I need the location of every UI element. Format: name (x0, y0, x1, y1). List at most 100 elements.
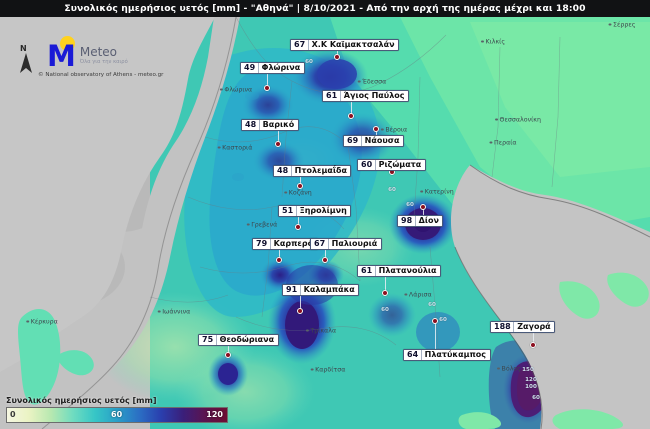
copyright-notice: © National observatory of Athens - meteo… (38, 72, 164, 78)
station-name: Δίον (418, 216, 439, 225)
station-value: 188 (491, 322, 515, 332)
station-name: Πτολεμαΐδα (294, 166, 347, 175)
station-value: 48 (242, 120, 260, 130)
station-marker-icon[interactable] (264, 85, 270, 91)
place-label: Τρίκαλα (305, 328, 336, 335)
legend-tick-min: 0 (10, 410, 16, 419)
station-value: 61 (323, 91, 341, 101)
station-name: Βαρικό (262, 120, 295, 129)
place-label-text: Σέρρες (613, 21, 636, 29)
station-marker-icon[interactable] (348, 113, 354, 119)
place-label: Κατερίνη (420, 189, 454, 196)
station-label[interactable]: 48 Πτολεμαΐδα (273, 165, 352, 177)
station-name: Ξηρολίμνη (299, 206, 347, 215)
place-label: Κιλκίς (480, 38, 506, 46)
place-dot-icon (284, 191, 287, 194)
place-label-text: Κιλκίς (485, 38, 506, 46)
station-marker-icon[interactable] (432, 318, 438, 324)
station-value: 91 (283, 285, 301, 295)
station-leader-line (435, 321, 436, 361)
station-label[interactable]: 64 Πλατύκαμπος (403, 349, 491, 361)
place-label-text: Ιωάννινα (162, 308, 191, 316)
place-label: Έδεσσα (357, 79, 386, 86)
station-marker-icon[interactable] (275, 141, 281, 147)
station-name: Νάουσα (364, 136, 400, 145)
legend: Συνολικός ημερήσιος υετός [mm] 0 60 120 (6, 396, 230, 423)
place-label-text: Λάρισα (408, 291, 432, 299)
station-marker-icon[interactable] (322, 257, 328, 263)
page-title-text: Συνολικός ημερήσιος υετός [mm] - "Αθηνά"… (64, 3, 586, 14)
page-title: Συνολικός ημερήσιος υετός [mm] - "Αθηνά"… (0, 0, 650, 17)
place-dot-icon (480, 40, 484, 43)
station-marker-icon[interactable] (295, 224, 301, 230)
station-name: Καρπερό (273, 239, 314, 248)
station-leader-line (267, 74, 268, 88)
meteo-logo[interactable]: M Meteo Όλα για την καιρό © National obs… (38, 36, 163, 78)
station-label[interactable]: 67 Παλιουριά (310, 238, 382, 250)
station-label[interactable]: 98 Δίον (397, 215, 444, 227)
place-label: Γρεβενά (246, 222, 277, 229)
station-name: Πλατύκαμπος (424, 350, 487, 359)
place-dot-icon (357, 80, 361, 83)
legend-colorbar: 0 60 120 (6, 407, 228, 423)
legend-gradient (7, 408, 227, 422)
contour-label: 60 (532, 395, 540, 401)
contour-label: 60 (388, 187, 396, 193)
station-marker-icon[interactable] (373, 126, 379, 132)
station-marker-icon[interactable] (297, 183, 303, 189)
station-label[interactable]: 91 Καλαμπάκα (282, 284, 360, 296)
station-value: 79 (253, 239, 271, 249)
place-label: Φλώρινα (219, 87, 252, 94)
place-label: Καστοριά (217, 145, 252, 152)
station-marker-icon[interactable] (382, 290, 388, 296)
place-dot-icon (497, 367, 500, 370)
station-value: 48 (274, 166, 292, 176)
station-label[interactable]: 69 Νάουσα (343, 135, 404, 147)
station-label[interactable]: 61 Πλατανούλια (357, 265, 442, 277)
station-label[interactable]: 67 Χ.Κ Καϊμακτσαλάν (290, 39, 400, 51)
station-name: Χ.Κ Καϊμακτσαλάν (311, 40, 395, 49)
station-name: Πλατανούλια (378, 266, 437, 275)
north-label: N (20, 44, 27, 53)
station-label[interactable]: 61 Άγιος Παύλος (322, 90, 410, 102)
logo-name: Meteo (79, 45, 118, 59)
place-label: Κέρκυρα (26, 319, 58, 326)
contour-label: 100 (525, 384, 537, 390)
precipitation-map[interactable]: N M Meteo Όλα για την καιρό © National o… (0, 17, 650, 429)
sun-icon (60, 36, 75, 51)
station-value: 67 (291, 40, 309, 50)
contour-label: 60 (381, 307, 389, 313)
legend-tick-mid: 60 (111, 410, 123, 419)
station-marker-icon[interactable] (276, 257, 282, 263)
station-marker-icon[interactable] (530, 342, 536, 348)
station-leader-line (298, 217, 299, 227)
place-dot-icon (420, 190, 423, 193)
station-leader-line (300, 296, 301, 311)
place-label: Κοζάνη (284, 190, 312, 197)
station-label[interactable]: 188 Ζαγορά (490, 321, 556, 333)
station-marker-icon[interactable] (334, 54, 340, 60)
station-label[interactable]: 60 Ριζώματα (357, 159, 426, 171)
station-label[interactable]: 48 Βαρικό (241, 119, 299, 131)
station-leader-line (351, 102, 352, 116)
station-name: Ζαγορά (517, 322, 551, 331)
station-label[interactable]: 75 Θεοδώριανα (198, 334, 279, 346)
station-leader-line (279, 250, 280, 260)
station-leader-line (228, 346, 229, 355)
station-name: Φλώρινα (261, 63, 301, 72)
place-dot-icon (157, 310, 161, 313)
place-label-text: Βόλος (501, 365, 521, 373)
station-label[interactable]: 49 Φλώρινα (240, 62, 305, 74)
station-label[interactable]: 51 Ξηρολίμνη (278, 205, 352, 217)
station-marker-icon[interactable] (297, 308, 303, 314)
place-dot-icon (404, 293, 407, 296)
station-label[interactable]: 79 Καρπερό (252, 238, 318, 250)
station-marker-icon[interactable] (420, 204, 426, 210)
station-value: 49 (241, 63, 259, 73)
contour-label: 60 (305, 59, 313, 65)
station-value: 64 (404, 350, 422, 360)
place-label-text: Κέρκυρα (30, 318, 58, 326)
station-marker-icon[interactable] (225, 352, 231, 358)
place-label-text: Κοζάνη (288, 189, 312, 197)
place-label: Βέροια (380, 127, 407, 134)
